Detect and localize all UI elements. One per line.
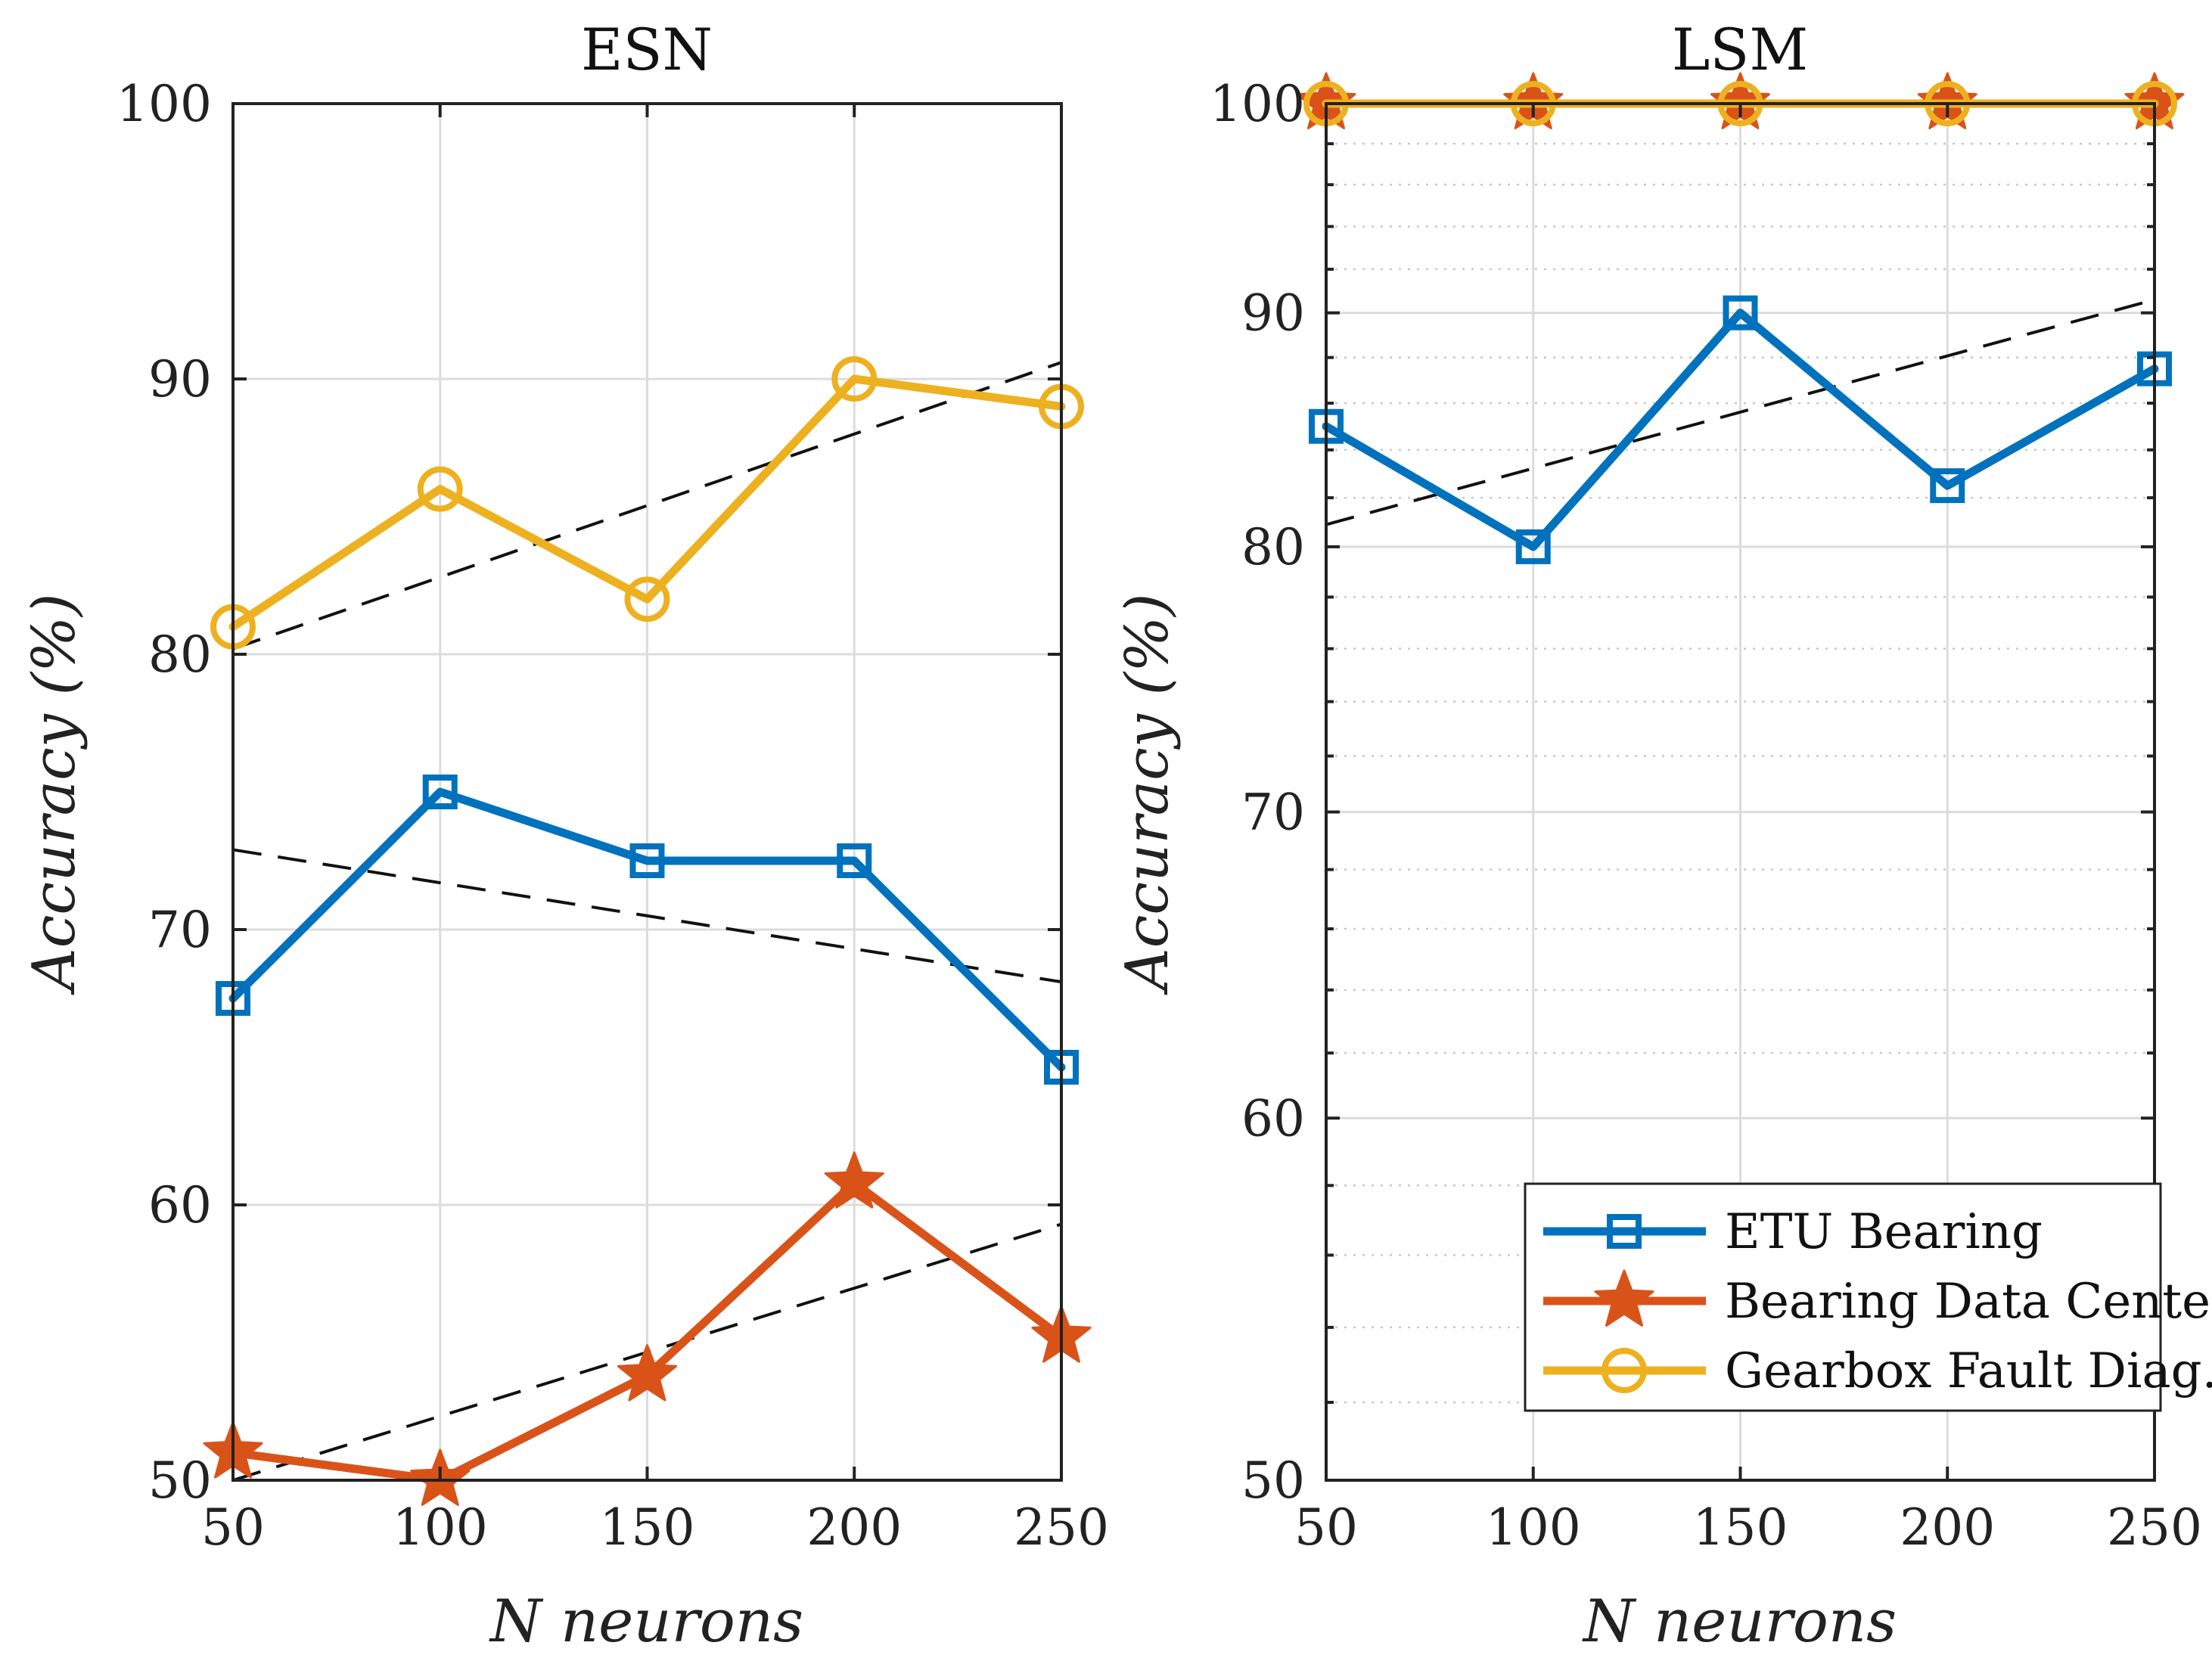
esn-etu-bearing-line — [228, 787, 1066, 1072]
lsm-y-tick-label: 50 — [1241, 1451, 1305, 1510]
esn-gearbox-fault-diag-line — [228, 374, 1066, 632]
esn-gearbox-fault-diag-trend-line — [232, 361, 1062, 650]
legend-gearbox-fault-diag-marker — [1602, 1348, 1647, 1393]
legend-etu-bearing-label: ETU Bearing — [1725, 1204, 2043, 1260]
lsm-y-tick-label: 100 — [1210, 75, 1305, 133]
legend-gearbox-fault-diag-label: Gearbox Fault Diag. — [1725, 1343, 2212, 1399]
lsm-panel: 50 60 70 80 90 100 50 100 150 200 250 LSM N neuron… — [1114, 16, 2202, 1656]
lsm-y-tick-label: 70 — [1241, 784, 1305, 842]
lsm-x-axis-label: N neurons — [1582, 1588, 1897, 1656]
lsm-y-tick-label: 80 — [1241, 518, 1305, 576]
esn-gearbox-fault-diag-point — [417, 466, 463, 512]
esn-x-tick-label: 200 — [806, 1498, 902, 1557]
esn-y-axis-label: Accuracy (%) — [20, 593, 89, 995]
esn-bearing-data-center-point — [824, 1151, 884, 1209]
legend-etu-bearing-marker — [1607, 1214, 1642, 1249]
esn-x-tick-label: 50 — [201, 1498, 265, 1557]
lsm-x-tick-label: 50 — [1294, 1498, 1358, 1557]
esn-x-axis-label: N neurons — [489, 1588, 803, 1656]
esn-y-tick-label: 80 — [148, 626, 212, 684]
legend: ETU Bearing Bearing Data Center Gearbox Fa… — [1524, 1182, 2212, 1412]
lsm-y-axis-label: Accuracy (%) — [1114, 593, 1182, 995]
lsm-x-tick-label: 150 — [1693, 1498, 1788, 1557]
esn-y-tick-label: 50 — [148, 1451, 212, 1510]
lsm-etu-bearing-point — [1930, 468, 1965, 504]
esn-etu-bearing-point — [629, 843, 665, 878]
esn-x-tick-label: 250 — [1014, 1498, 1109, 1557]
esn-y-tick-label: 60 — [148, 1176, 212, 1234]
lsm-y-tick-label: 90 — [1241, 284, 1305, 343]
lsm-title: LSM — [1672, 16, 1808, 83]
lsm-x-tick-label: 250 — [2107, 1498, 2202, 1557]
esn-x-tick-label: 100 — [393, 1498, 488, 1557]
legend-bearing-data-center-marker — [1594, 1269, 1654, 1327]
lsm-trend-lines — [1325, 298, 2155, 526]
lsm-y-tick-label: 60 — [1241, 1089, 1305, 1147]
esn-bearing-data-center-point — [617, 1344, 677, 1402]
lsm-etu-bearing-point — [1515, 529, 1551, 564]
lsm-etu-bearing-line — [1322, 309, 2159, 551]
lsm-x-tick-label: 200 — [1900, 1498, 1995, 1557]
legend-entries: ETU Bearing Bearing Data Center Gearbox Fa… — [1543, 1204, 2212, 1399]
esn-gearbox-fault-diag-point — [624, 576, 670, 622]
esn-etu-bearing-point — [422, 775, 458, 809]
esn-x-tick-label: 150 — [600, 1498, 695, 1557]
esn-gearbox-fault-diag-point — [831, 356, 878, 402]
esn-title: ESN — [581, 16, 713, 83]
esn-etu-bearing-trend-line — [232, 848, 1062, 984]
lsm-ticks: 50 60 70 80 90 100 50 100 150 200 250 — [1210, 75, 2202, 1557]
esn-y-tick-label: 90 — [148, 350, 212, 408]
legend-bearing-data-center-label: Bearing Data Center — [1725, 1274, 2212, 1330]
esn-y-tick-label: 70 — [148, 901, 212, 959]
esn-etu-bearing-point — [837, 843, 872, 878]
esn-y-tick-label: 100 — [117, 75, 212, 133]
esn-ticks: 50 60 70 80 90 100 50 100 150 200 250 — [117, 75, 1109, 1557]
lsm-etu-bearing-trend-line — [1325, 298, 2155, 526]
lsm-etu-bearing-point — [1723, 295, 1758, 331]
esn-panel: 50 60 70 80 90 100 50 100 150 200 250 ESN N neuron… — [20, 16, 1109, 1656]
lsm-x-tick-label: 100 — [1486, 1498, 1581, 1557]
